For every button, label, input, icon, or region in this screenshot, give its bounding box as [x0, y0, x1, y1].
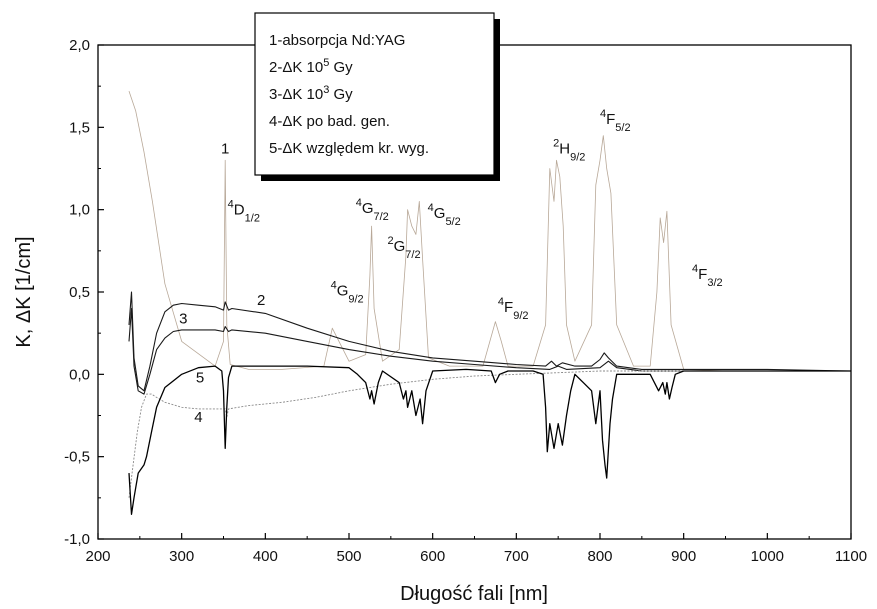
x-tick-label: 500	[336, 548, 361, 565]
transition-label: 4F9/2	[498, 296, 529, 322]
legend-items: 1-absorpcja Nd:YAG 2-ΔK 105 Gy 3-ΔK 103 Gy…	[269, 32, 429, 157]
x-tick-label: 800	[587, 548, 612, 565]
curve-label: 2	[257, 292, 265, 309]
y-axis-ticks: -1,0 -0,5 0,0 0,5 1,0 1,5 2,0	[64, 37, 104, 548]
transition-label: 4G9/2	[331, 279, 364, 305]
y-tick-label: 0,5	[69, 284, 90, 301]
curve-label: 4	[194, 409, 202, 426]
series-layer	[128, 90, 852, 515]
y-tick-label: 0,0	[69, 366, 90, 383]
transition-label: 2H9/2	[553, 138, 585, 164]
legend: 1-absorpcja Nd:YAG 2-ΔK 105 Gy 3-ΔK 103 Gy…	[254, 12, 500, 181]
y-tick-label: 1,5	[69, 119, 90, 136]
x-tick-label: 700	[504, 548, 529, 565]
transition-label: 4G7/2	[356, 197, 389, 223]
x-tick-label: 600	[420, 548, 445, 565]
transition-label: 4G5/2	[428, 202, 461, 228]
x-axis-ticks: 200 300 400 500 600 700 800 900 1000 1100	[85, 533, 867, 565]
x-tick-label: 1000	[751, 548, 784, 565]
legend-box	[254, 12, 495, 176]
series-5-line	[128, 365, 851, 515]
curve-label: 1	[221, 141, 229, 158]
x-tick-label: 1100	[835, 548, 867, 565]
y-tick-label: -0,5	[64, 449, 90, 466]
legend-entry: 2-ΔK 105 Gy	[269, 57, 353, 76]
annotations: 1 2 3 4 5 4D1/2 4G9/2 4G7/2 2G7/2 4G5/2 4F9/2 2H9/2…	[179, 108, 722, 426]
x-tick-label: 900	[671, 548, 696, 565]
series-4-line	[128, 370, 851, 498]
y-tick-label: -1,0	[64, 531, 90, 548]
x-tick-label: 200	[85, 548, 110, 565]
series-1-line	[128, 90, 851, 372]
transition-label: 4D1/2	[228, 199, 260, 225]
y-tick-label: 1,0	[69, 202, 90, 219]
y-axis-title: K, ΔK [1/cm]	[13, 236, 35, 347]
curve-label: 3	[179, 310, 187, 327]
legend-entry: 3-ΔK 103 Gy	[269, 84, 353, 103]
x-tick-label: 300	[169, 548, 194, 565]
series-3-line	[128, 307, 851, 395]
y-tick-label: 2,0	[69, 37, 90, 54]
legend-entry: 1-absorpcja Nd:YAG	[269, 32, 405, 49]
legend-entry: 5-ΔK względem kr. wyg.	[269, 140, 429, 157]
x-axis-title: Długość fali [nm]	[400, 583, 548, 605]
transition-label: 2G7/2	[387, 235, 420, 261]
curve-label: 5	[196, 370, 204, 387]
transition-label: 4F5/2	[600, 108, 631, 134]
x-tick-label: 400	[253, 548, 278, 565]
transition-label: 4F3/2	[692, 263, 723, 289]
series-2-line	[128, 291, 852, 392]
legend-entry: 4-ΔK po bad. gen.	[269, 113, 390, 130]
